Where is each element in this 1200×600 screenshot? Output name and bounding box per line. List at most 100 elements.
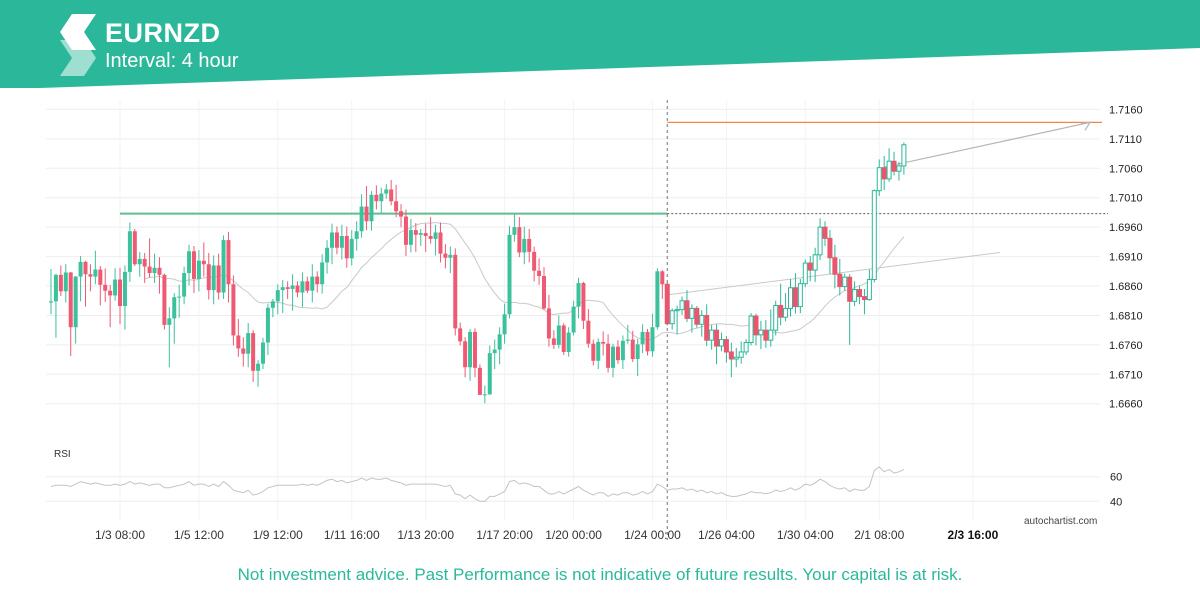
candle — [448, 246, 453, 274]
candle-body — [714, 329, 720, 347]
forecast-arrow — [884, 121, 1091, 168]
candle — [748, 313, 754, 346]
candle-body — [53, 274, 58, 302]
candle-body — [748, 315, 754, 344]
candle-body — [359, 206, 364, 232]
candle-body — [827, 237, 833, 259]
candle — [98, 266, 103, 306]
candle-body — [300, 281, 305, 293]
candle — [88, 264, 93, 292]
candle-body — [206, 264, 211, 291]
candle — [650, 313, 655, 357]
time-tick-label: 1/13 20:00 — [397, 528, 454, 542]
candle — [773, 300, 779, 336]
candle — [295, 281, 300, 298]
candle — [606, 334, 611, 373]
candle-body — [857, 289, 863, 298]
candle-body — [394, 201, 399, 212]
candle — [206, 253, 211, 300]
candle — [68, 271, 73, 357]
candlestick-series — [49, 142, 907, 404]
candle-body — [847, 276, 853, 302]
interval-label: Interval: 4 hour — [105, 50, 239, 72]
candle-body — [477, 367, 482, 395]
candle-body — [487, 353, 492, 395]
candle — [620, 335, 625, 370]
candle-body — [738, 351, 744, 358]
candle — [768, 309, 774, 347]
candle — [152, 253, 157, 284]
forecast-arrowhead — [1080, 121, 1092, 131]
candle — [477, 364, 482, 395]
candle-body — [58, 274, 63, 292]
candle — [364, 185, 369, 231]
candle — [689, 304, 695, 333]
candle-body — [753, 315, 759, 336]
autochartist-logo-icon — [60, 14, 96, 76]
candle-body — [344, 235, 349, 259]
candle — [901, 142, 907, 175]
price-tick-label: 1.6660 — [1109, 399, 1143, 411]
candle — [556, 315, 561, 349]
candle-body — [542, 276, 546, 309]
time-tick-label: 1/20 00:00 — [545, 528, 602, 542]
candle-body — [871, 190, 877, 281]
candle — [817, 218, 823, 261]
candle-body — [763, 329, 769, 341]
candle-body — [142, 258, 147, 267]
candle-body — [68, 272, 73, 328]
candle-body — [325, 247, 330, 263]
candle — [290, 274, 295, 311]
candle-body — [773, 304, 779, 331]
candle-body — [339, 235, 344, 248]
candle-body — [581, 283, 586, 321]
candle-body — [625, 339, 630, 341]
candle — [127, 222, 132, 282]
candle-body — [842, 276, 848, 288]
candle — [527, 228, 532, 263]
candle-body — [497, 334, 502, 350]
candle — [428, 217, 433, 244]
candle-body — [743, 342, 749, 353]
candle-body — [162, 274, 167, 325]
candle — [591, 339, 596, 366]
candle — [679, 296, 685, 315]
candle-body — [876, 167, 882, 192]
candle-body — [98, 269, 103, 285]
rsi-grid — [46, 476, 1100, 502]
candle-body — [403, 216, 408, 245]
candle — [832, 244, 838, 289]
candle — [113, 268, 118, 301]
candle-body — [78, 261, 83, 277]
candle — [802, 259, 808, 288]
candle-body — [374, 194, 379, 202]
candle-body — [320, 262, 325, 285]
candle-body — [132, 231, 137, 265]
candle — [876, 159, 882, 196]
candle — [265, 303, 270, 355]
price-chart: 1.7160 1.7110 1.7060 1.7010 1.6960 1.6910 1.68… — [46, 100, 1143, 542]
candle-body — [187, 251, 192, 274]
candle-body — [310, 276, 315, 291]
candle — [625, 324, 630, 344]
candle — [847, 274, 853, 345]
candle-body — [886, 160, 892, 180]
candle — [753, 313, 759, 346]
candle — [330, 223, 335, 265]
candle — [320, 254, 325, 294]
autochartist-watermark: autochartist.com — [1024, 516, 1097, 527]
candle — [615, 340, 620, 364]
candle — [132, 228, 137, 266]
candle-body — [797, 283, 803, 308]
candle-body — [561, 325, 566, 352]
candle — [699, 310, 705, 337]
candle-body — [443, 253, 448, 258]
candle — [664, 281, 670, 326]
candle — [182, 266, 187, 305]
candle — [566, 327, 571, 357]
candle-body — [615, 346, 620, 361]
candle-body — [620, 340, 625, 361]
candle — [645, 328, 650, 356]
candle — [49, 268, 53, 315]
price-tick-label: 1.7060 — [1109, 163, 1143, 175]
